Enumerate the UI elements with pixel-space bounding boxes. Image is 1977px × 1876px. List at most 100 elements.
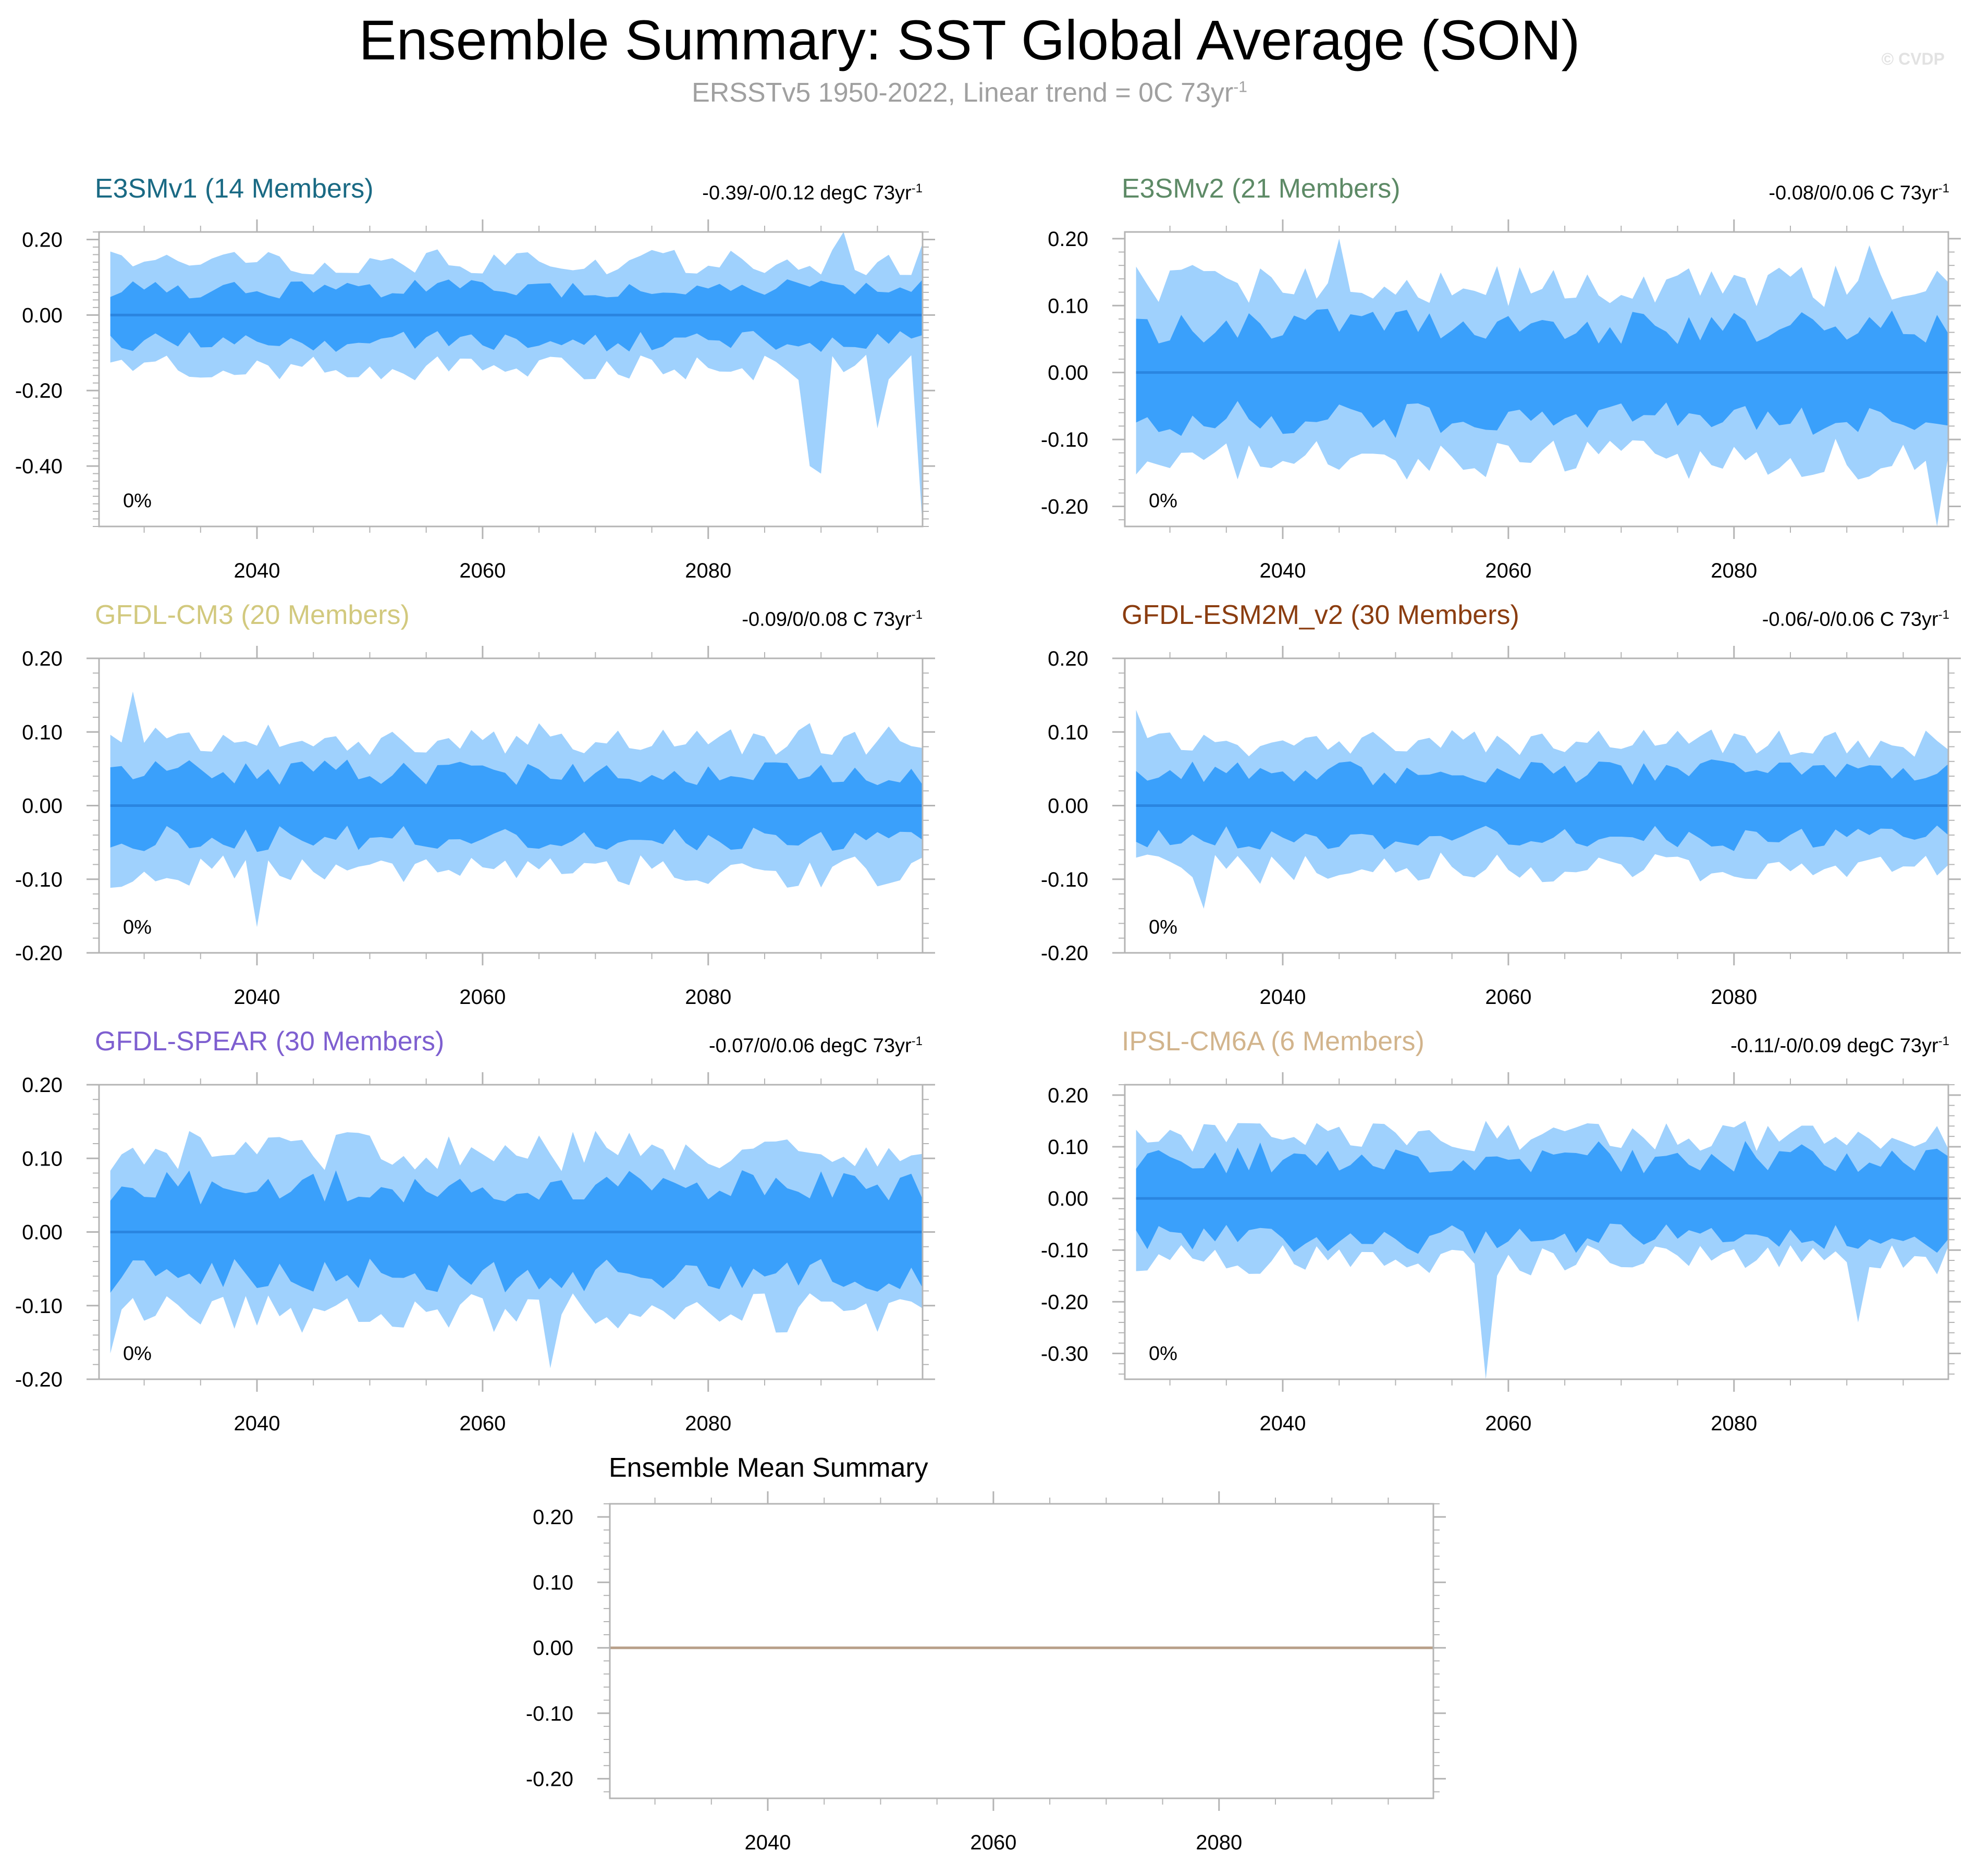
- y-tick-label: -0.10: [526, 1702, 573, 1725]
- plot-frame: [609, 1503, 1434, 1799]
- x-tick-label: 2060: [1485, 1412, 1531, 1435]
- y-tick-label: 0.00: [1048, 362, 1088, 385]
- outer-spread-band: [110, 232, 923, 526]
- y-tick-label: -0.20: [1041, 1291, 1088, 1314]
- trend-text: -0.09/0/0.08 C 73yr: [742, 608, 912, 631]
- trend-text: -0.11/-0/0.09 degC 73yr: [1730, 1035, 1938, 1057]
- panel-title-gfdl-esm2m: GFDL-ESM2M_v2 (30 Members): [1122, 600, 1519, 630]
- x-tick-label: 2040: [234, 1412, 280, 1435]
- chart-panel-gfdl-spear: 0.20 0.10 0.00 -0.10 -0.20 2040 2060 2080: [15, 1072, 935, 1435]
- y-tick-label: 0.10: [1048, 295, 1088, 317]
- trend-superscript: -1: [1938, 1034, 1949, 1048]
- panel-title-gfdl-cm3: GFDL-CM3 (20 Members): [95, 600, 410, 630]
- y-tick-label: 0.00: [1048, 795, 1088, 818]
- x-tick-label: 2060: [459, 559, 506, 582]
- panel-title-e3smv2: E3SMv2 (21 Members): [1122, 174, 1401, 204]
- panel-trend-gfdl-cm3: -0.09/0/0.08 C 73yr-1: [742, 609, 923, 630]
- trend-text: -0.07/0/0.06 degC 73yr: [708, 1035, 912, 1057]
- y-tick-label: 0.10: [22, 1147, 63, 1170]
- y-tick-label: -0.40: [15, 455, 63, 478]
- y-tick-label: 0.00: [22, 304, 63, 327]
- y-tick-label: 0.20: [1048, 647, 1088, 670]
- y-tick-label: -0.10: [15, 1295, 63, 1318]
- percent-label-gfdl-cm3: 0%: [123, 916, 152, 938]
- trend-superscript: -1: [911, 181, 923, 195]
- chart-panel-gfdl-esm2m: 0.20 0.10 0.00 -0.10 -0.20 2040 2060 2080: [1041, 646, 1961, 1009]
- x-tick-label: 2080: [1196, 1831, 1242, 1854]
- x-tick-label: 2060: [1485, 986, 1531, 1009]
- panel-trend-ipsl-cm6a: -0.11/-0/0.09 degC 73yr-1: [1730, 1035, 1949, 1056]
- y-tick-label: 0.20: [22, 1074, 63, 1097]
- y-tick-label: -0.30: [1041, 1342, 1088, 1365]
- panel-trend-e3smv2: -0.08/0/0.06 C 73yr-1: [1769, 182, 1949, 203]
- x-tick-label: 2080: [1711, 559, 1757, 582]
- percent-label-e3smv2: 0%: [1149, 490, 1177, 512]
- x-tick-label: 2080: [685, 559, 731, 582]
- x-tick-label: 2080: [1711, 986, 1757, 1009]
- ensemble-mean-title: Ensemble Mean Summary: [609, 1453, 928, 1483]
- figure-subtitle: ERSSTv5 1950-2022, Linear trend = 0C 73y…: [0, 78, 1939, 108]
- percent-label-ipsl-cm6a: 0%: [1149, 1343, 1177, 1365]
- y-tick-label: 0.10: [1048, 721, 1088, 744]
- x-tick-label: 2060: [459, 986, 506, 1009]
- y-tick-label: -0.10: [1041, 1239, 1088, 1262]
- y-tick-label: 0.10: [533, 1572, 573, 1595]
- panel-title-ipsl-cm6a: IPSL-CM6A (6 Members): [1122, 1026, 1425, 1057]
- x-tick-label: 2040: [1260, 986, 1306, 1009]
- subtitle-superscript: -1: [1233, 78, 1247, 96]
- x-tick-label: 2040: [1260, 1412, 1306, 1435]
- chart-panel-ensemble-mean: 0.20 0.10 0.00 -0.10 -0.20 2040 2060 2080: [526, 1491, 1446, 1854]
- y-tick-label: -0.20: [15, 942, 63, 965]
- percent-label-e3smv1: 0%: [123, 490, 152, 512]
- trend-text: -0.06/-0/0.06 C 73yr: [1762, 608, 1938, 631]
- plot-frame: [98, 231, 924, 528]
- chart-panel-gfdl-cm3: 0.20 0.10 0.00 -0.10 -0.20 2040 2060 2080: [15, 646, 935, 1009]
- x-tick-label: 2080: [685, 986, 731, 1009]
- trend-superscript: -1: [1938, 181, 1949, 195]
- y-tick-label: -0.10: [15, 868, 63, 891]
- y-tick-label: 0.20: [22, 647, 63, 670]
- panel-trend-e3smv1: -0.39/-0/0.12 degC 73yr-1: [702, 182, 923, 203]
- y-tick-label: 0.20: [1048, 1084, 1088, 1107]
- panel-trend-gfdl-esm2m: -0.06/-0/0.06 C 73yr-1: [1762, 609, 1949, 630]
- y-tick-label: 0.20: [22, 228, 63, 251]
- x-tick-label: 2060: [970, 1831, 1016, 1854]
- y-tick-label: -0.10: [1041, 868, 1088, 891]
- figure-title: Ensemble Summary: SST Global Average (SO…: [359, 8, 1580, 71]
- percent-label-gfdl-esm2m: 0%: [1149, 916, 1177, 938]
- x-tick-label: 2040: [234, 986, 280, 1009]
- y-tick-label: -0.20: [1041, 942, 1088, 965]
- trend-superscript: -1: [1938, 608, 1949, 622]
- cvdp-credit: © CVDP: [1881, 50, 1945, 68]
- x-tick-label: 2040: [1260, 559, 1306, 582]
- x-tick-label: 2080: [1711, 1412, 1757, 1435]
- y-tick-label: 0.20: [533, 1506, 573, 1529]
- y-tick-label: 0.00: [22, 1221, 63, 1244]
- trend-text: -0.39/-0/0.12 degC 73yr: [702, 182, 912, 204]
- trend-superscript: -1: [911, 1034, 923, 1048]
- percent-label-gfdl-spear: 0%: [123, 1343, 152, 1365]
- y-tick-label: -0.20: [1041, 495, 1088, 518]
- x-tick-label: 2060: [459, 1412, 506, 1435]
- plot-frame: [1124, 1084, 1949, 1380]
- x-tick-label: 2040: [745, 1831, 791, 1854]
- plot-frame: [1124, 231, 1949, 528]
- x-tick-label: 2060: [1485, 559, 1531, 582]
- chart-panel-e3smv1: 0.20 0.00 -0.20 -0.40 2040 2060 2080: [15, 219, 935, 582]
- y-tick-label: 0.10: [22, 721, 63, 744]
- x-tick-label: 2080: [685, 1412, 731, 1435]
- y-tick-label: -0.10: [1041, 428, 1088, 451]
- subtitle-text: ERSSTv5 1950-2022, Linear trend = 0C 73y…: [692, 78, 1234, 108]
- trend-text: -0.08/0/0.06 C 73yr: [1769, 182, 1938, 204]
- panel-title-e3smv1: E3SMv1 (14 Members): [95, 174, 374, 204]
- y-tick-label: 0.10: [1048, 1136, 1088, 1159]
- y-tick-label: 0.00: [22, 795, 63, 818]
- chart-panel-e3smv2: 0.20 0.10 0.00 -0.10 -0.20 2040 2060 2080: [1041, 219, 1961, 582]
- y-tick-label: 0.00: [533, 1637, 573, 1660]
- panel-title-gfdl-spear: GFDL-SPEAR (30 Members): [95, 1026, 445, 1057]
- y-tick-label: -0.20: [15, 379, 63, 402]
- trend-superscript: -1: [911, 608, 923, 622]
- chart-panel-ipsl-cm6a: 0.20 0.10 0.00 -0.10 -0.20 -0.30 2040 2060 2080: [1041, 1072, 1961, 1435]
- x-tick-label: 2040: [234, 559, 280, 582]
